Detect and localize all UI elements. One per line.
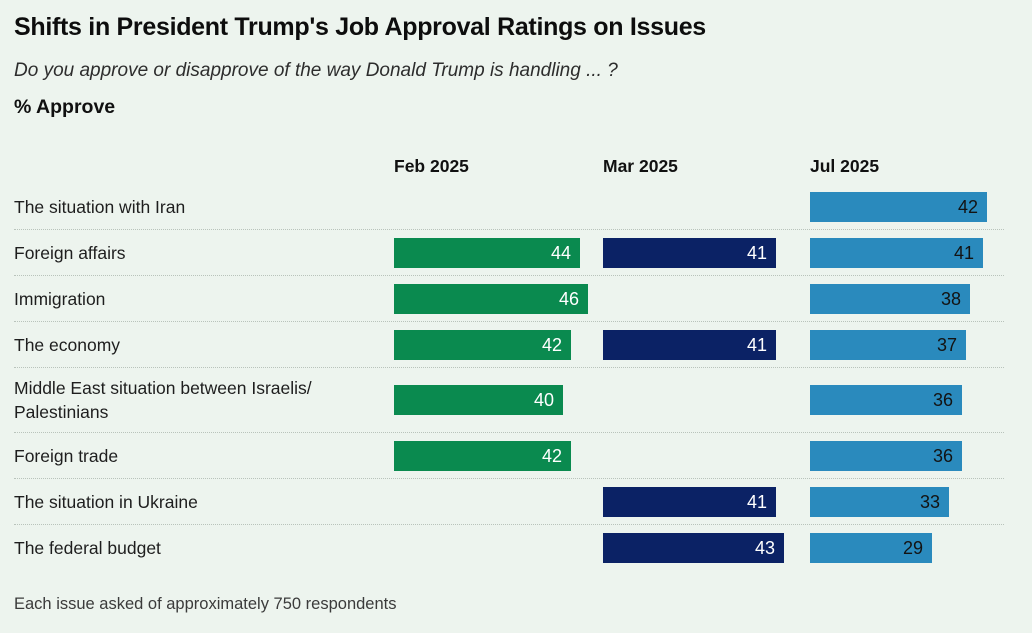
bar-jul-2025: 36 (810, 385, 962, 415)
row-label: The situation with Iran (14, 196, 186, 217)
column-headers: Feb 2025 Mar 2025 Jul 2025 (14, 156, 1004, 180)
measure-label: % Approve (14, 96, 116, 118)
column-header: Jul 2025 (810, 156, 880, 176)
bar-jul-2025: 36 (810, 440, 962, 471)
bar-jul-2025: 37 (810, 329, 966, 360)
row-label: Immigration (14, 288, 106, 309)
chart-row: The situation with Iran 42 (14, 184, 1004, 230)
row-label: The situation in Ukraine (14, 491, 198, 512)
bar-mar-2025: 41 (603, 329, 776, 360)
chart-row: Immigration 46 38 (14, 276, 1004, 322)
row-label: The federal budget (14, 538, 161, 558)
column-header: Mar 2025 (603, 156, 678, 176)
chart-row: Foreign trade 42 36 (14, 433, 1004, 479)
bar-jul-2025: 29 (810, 533, 932, 563)
bar-feb-2025: 46 (394, 283, 588, 314)
chart-row: The economy 42 41 37 (14, 322, 1004, 368)
bar-feb-2025: 40 (394, 385, 563, 415)
bar-jul-2025: 41 (810, 237, 983, 268)
bar-mar-2025: 43 (603, 533, 784, 563)
bar-feb-2025: 44 (394, 237, 580, 268)
bar-mar-2025: 41 (603, 486, 776, 517)
chart-row: Foreign affairs 44 41 41 (14, 230, 1004, 276)
bar-jul-2025: 33 (810, 486, 949, 517)
chart-row: The federal budget 43 29 (14, 525, 1004, 571)
row-label: The economy (14, 334, 121, 355)
bar-mar-2025: 41 (603, 237, 776, 268)
bar-feb-2025: 42 (394, 440, 571, 471)
chart-row: Middle East situation between Israelis/​… (14, 368, 1004, 433)
chart-rows: The situation with Iran 42 Foreign affairs… (0, 184, 1032, 571)
chart-subtitle: Do you approve or disapprove of the way … (14, 60, 618, 81)
bar-jul-2025: 42 (810, 191, 987, 222)
chart-row: The situation in Ukraine 41 33 (14, 479, 1004, 525)
row-label: Foreign affairs (14, 242, 126, 263)
chart-title: Shifts in President Trump's Job Approval… (14, 13, 706, 41)
row-label: Foreign trade (14, 445, 119, 466)
bar-jul-2025: 38 (810, 283, 970, 314)
column-header: Feb 2025 (394, 156, 469, 176)
footnote: Each issue asked of approximately 750 re… (14, 595, 397, 613)
row-label: Middle East situation between Israelis/​… (14, 378, 312, 422)
bar-feb-2025: 42 (394, 329, 571, 360)
